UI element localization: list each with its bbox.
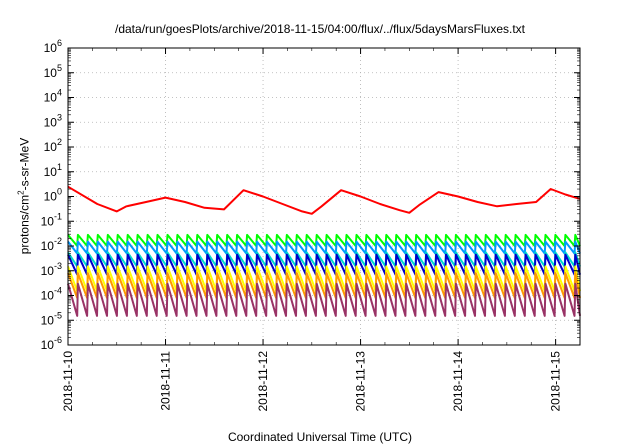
chart-title: /data/run/goesPlots/archive/2018-11-15/0… bbox=[115, 22, 525, 36]
y-axis: 10-6 10-5 10-4 10-3 10-2 10-1 100 101 102 103 104 1… bbox=[41, 38, 580, 352]
series-line bbox=[67, 233, 581, 247]
y-axis-label-exponent: 2 bbox=[16, 190, 26, 195]
x-axis-label: Coordinated Universal Time (UTC) bbox=[227, 430, 413, 444]
series-line bbox=[67, 282, 581, 317]
series-line bbox=[67, 240, 581, 255]
y-tick-label: 100 bbox=[44, 187, 62, 204]
x-tick-label: 2018-11-13 bbox=[354, 351, 368, 412]
series-group bbox=[67, 185, 581, 317]
y-tick-label: 10-1 bbox=[41, 211, 62, 228]
y-tick-label: 10-6 bbox=[41, 335, 62, 352]
y-tick-label: 104 bbox=[44, 88, 62, 105]
x-axis: 2018-11-10 2018-11-11 2018-11-12 2018-11-13… bbox=[61, 48, 563, 412]
x-tick-label: 2018-11-11 bbox=[159, 351, 173, 411]
y-tick-label: 10-5 bbox=[41, 310, 62, 327]
series-line bbox=[67, 251, 581, 268]
x-tick-label: 2018-11-14 bbox=[451, 351, 465, 412]
y-axis-label-main: protons/cm bbox=[17, 194, 32, 255]
y-tick-label: 106 bbox=[44, 38, 62, 55]
x-tick-label: 2018-11-10 bbox=[61, 351, 75, 412]
series-line bbox=[67, 185, 581, 215]
y-tick-label: 10-3 bbox=[41, 261, 62, 278]
y-axis-label: protons/cm2-s-sr-MeV bbox=[17, 138, 32, 254]
x-tick-label: 2018-11-12 bbox=[256, 351, 270, 412]
y-tick-label: 105 bbox=[44, 63, 62, 80]
y-axis-label-rest: -s-sr-MeV bbox=[17, 137, 32, 191]
y-tick-label: 10-4 bbox=[41, 286, 62, 303]
y-tick-label: 101 bbox=[44, 162, 62, 179]
y-tick-label: 103 bbox=[44, 112, 62, 129]
y-tick-label: 10-2 bbox=[41, 236, 62, 253]
y-tick-label: 102 bbox=[44, 137, 62, 154]
x-tick-label: 2018-11-15 bbox=[549, 351, 563, 412]
grid bbox=[68, 48, 580, 345]
